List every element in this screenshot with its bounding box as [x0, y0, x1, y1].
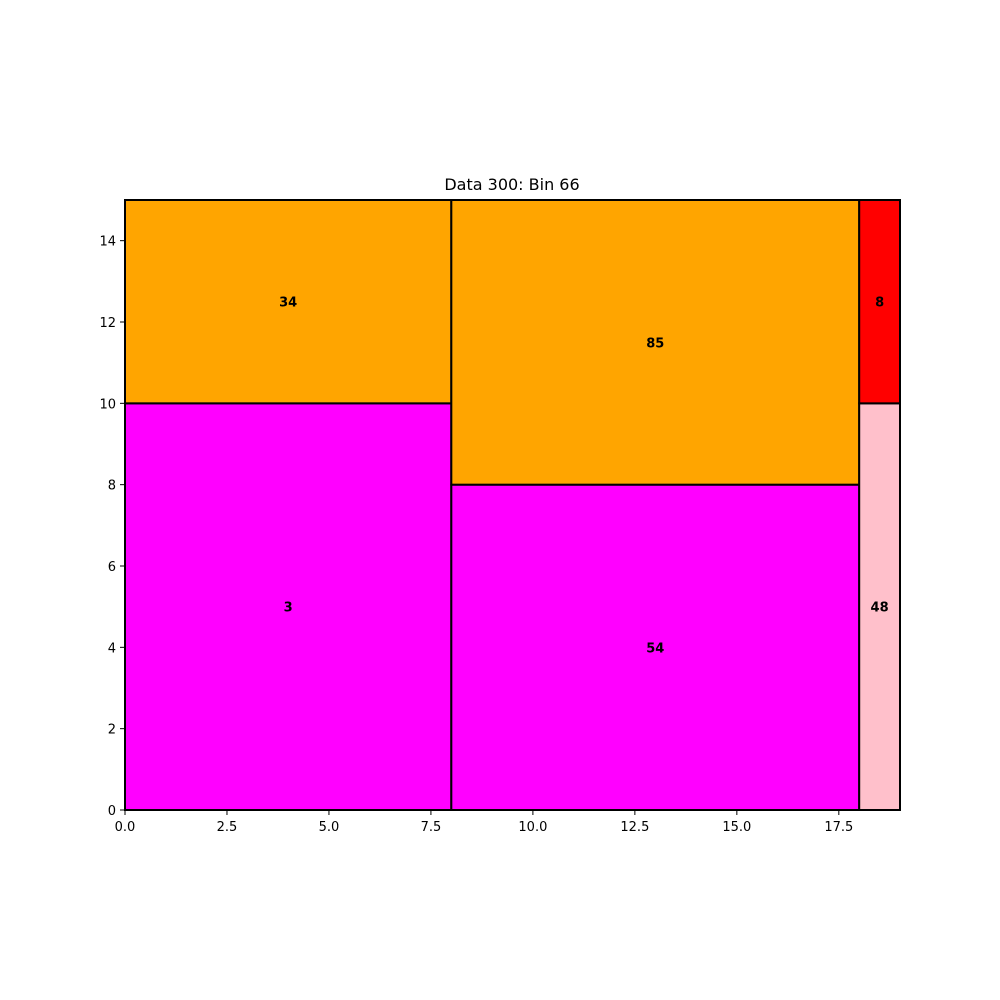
treemap-rectangles: 3 34 54 85 48 8	[124, 199, 901, 811]
plot-frame	[124, 199, 901, 811]
x-tick-label: 5.0	[319, 820, 340, 835]
y-tick-label: 0	[108, 804, 116, 819]
y-tick-label: 14	[99, 235, 116, 250]
x-tick-label: 0.0	[115, 820, 136, 835]
x-tick-label: 15.0	[722, 820, 751, 835]
y-tick-label: 10	[99, 397, 116, 412]
chart-title: Data 300: Bin 66	[444, 175, 579, 194]
treemap-rect-85	[450, 199, 861, 486]
y-tick-label: 2	[108, 723, 116, 738]
y-tick-label: 6	[108, 560, 116, 575]
axes: 0.0 2.5 5.0 7.5 10.0 12.5 15.0 17.5 0 2 4 6 8 10 12 14	[99, 199, 901, 835]
x-tick-label: 7.5	[421, 820, 442, 835]
treemap-rect-34	[124, 199, 453, 405]
y-tick-label: 8	[108, 479, 116, 494]
treemap-rect-label: 3	[284, 601, 293, 616]
x-tick-label: 2.5	[217, 820, 238, 835]
treemap-rect-label: 8	[875, 296, 884, 311]
treemap-rect-label: 48	[871, 601, 889, 616]
treemap-rect-label: 34	[279, 296, 297, 311]
treemap-rect-label: 54	[646, 641, 664, 656]
y-tick-label: 4	[108, 641, 116, 656]
treemap-rect-8	[858, 199, 901, 405]
y-tick-label: 12	[99, 316, 116, 331]
x-tick-label: 17.5	[824, 820, 853, 835]
x-tick-label: 10.0	[518, 820, 547, 835]
treemap-rect-label: 85	[646, 336, 664, 351]
treemap-rect-3	[124, 402, 453, 811]
x-tick-label: 12.5	[620, 820, 649, 835]
